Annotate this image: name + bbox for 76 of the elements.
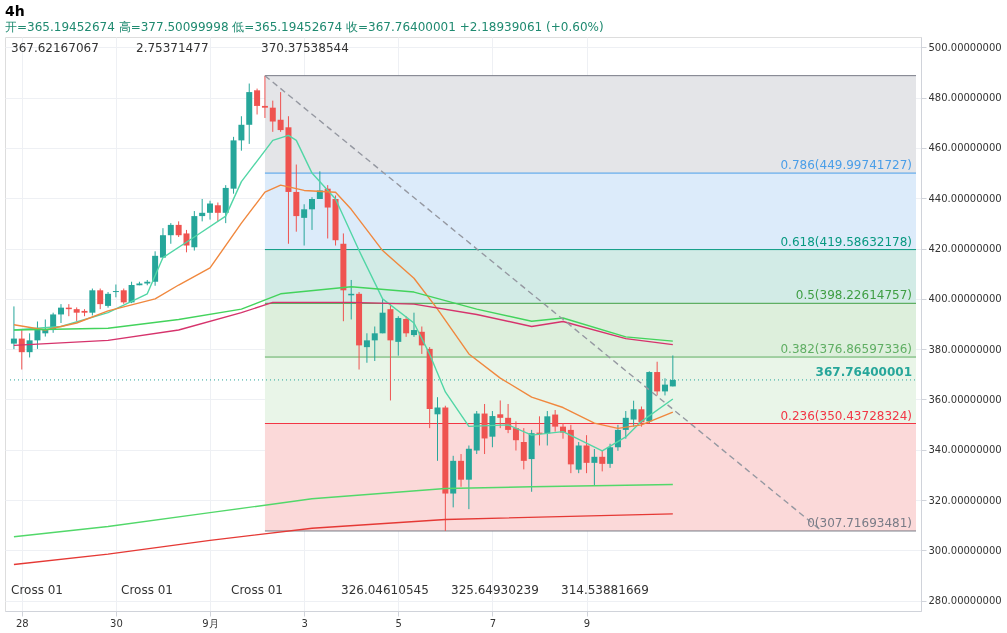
x-tick-label: 30 bbox=[110, 617, 123, 629]
annotation: 2.75371477 bbox=[136, 41, 209, 55]
annotation: Cross 01 bbox=[231, 583, 283, 597]
candlestick bbox=[10, 305, 17, 350]
candlestick bbox=[630, 400, 637, 428]
candlestick bbox=[591, 448, 598, 486]
candlestick bbox=[363, 332, 370, 364]
y-tick-label: 460.00000000 bbox=[928, 142, 1002, 154]
y-tick-label: 380.00000000 bbox=[928, 343, 1002, 355]
ref-line-label: 0.618(419.58632178) bbox=[780, 234, 912, 249]
candlestick bbox=[159, 227, 166, 259]
annotation: 367.62167067 bbox=[11, 41, 99, 55]
y-tick-label: 300.00000000 bbox=[928, 544, 1002, 556]
x-tick-label: 5 bbox=[395, 617, 402, 629]
candlestick bbox=[458, 453, 465, 488]
candlestick bbox=[89, 288, 96, 316]
ref-line-label: 0.382(376.86597336) bbox=[780, 342, 912, 357]
y-tick-label: 340.00000000 bbox=[928, 444, 1002, 456]
candlestick bbox=[199, 198, 206, 222]
candlestick bbox=[654, 361, 661, 396]
y-tick-label: 280.00000000 bbox=[928, 595, 1002, 607]
candlestick bbox=[379, 298, 386, 334]
y-tick-label: 440.00000000 bbox=[928, 192, 1002, 204]
candlestick bbox=[26, 332, 33, 358]
y-tick-label: 400.00000000 bbox=[928, 293, 1002, 305]
candlestick bbox=[638, 406, 645, 428]
ref-line-label: 0.236(350.43728324) bbox=[780, 408, 912, 423]
candlestick bbox=[489, 410, 496, 448]
candlestick bbox=[309, 196, 315, 231]
candlestick bbox=[395, 315, 402, 357]
annotation: 325.64930239 bbox=[451, 583, 539, 597]
candlestick bbox=[128, 281, 135, 304]
candlestick bbox=[371, 326, 378, 362]
candlestick bbox=[207, 200, 214, 221]
ref-line-label: 367.76400001 bbox=[815, 364, 912, 379]
y-tick-label: 420.00000000 bbox=[928, 243, 1002, 255]
x-tick-label: 7 bbox=[489, 617, 497, 629]
candlestick bbox=[254, 88, 261, 115]
annotation: Cross 01 bbox=[121, 583, 173, 597]
candlestick bbox=[316, 170, 323, 200]
x-tick-label: 3 bbox=[301, 617, 308, 629]
candlestick bbox=[410, 312, 417, 338]
ref-line-label: 0.5(398.22614757) bbox=[795, 288, 912, 303]
candlestick bbox=[403, 315, 410, 338]
candlestick bbox=[97, 288, 104, 310]
candlestick bbox=[238, 115, 245, 152]
candlestick bbox=[607, 443, 614, 469]
ref-line-label: 0.786(449.99741727) bbox=[780, 158, 912, 173]
candlestick bbox=[583, 434, 590, 474]
annotation: 370.37538544 bbox=[261, 41, 349, 55]
x-tick-label: 9月 bbox=[202, 617, 219, 629]
candlestick bbox=[269, 100, 276, 133]
y-tick-label: 360.00000000 bbox=[928, 393, 1002, 405]
candlestick bbox=[552, 409, 559, 433]
x-tick-label: 28 bbox=[15, 617, 29, 629]
candlestick bbox=[497, 399, 504, 429]
candlestick bbox=[544, 410, 551, 446]
y-tick-label: 480.00000000 bbox=[928, 92, 1002, 104]
candlestick bbox=[520, 427, 527, 470]
x-tick-label: 9 bbox=[583, 617, 591, 629]
candlestick bbox=[301, 203, 308, 247]
candlestick bbox=[512, 420, 519, 452]
annotation: 326.04610545 bbox=[341, 583, 429, 597]
candlestick bbox=[34, 320, 41, 350]
chart-title: 4h bbox=[5, 3, 25, 19]
chart-subtitle: 开=365.19452674 高=377.50099998 低=365.19452674 收=367.76400001 +2.18939061 (+0.60%) bbox=[5, 20, 604, 34]
annotation: Cross 01 bbox=[11, 583, 63, 597]
candlestick bbox=[214, 202, 221, 222]
ref-line-label: 0(307.71693481) bbox=[807, 515, 912, 530]
candlestick bbox=[599, 450, 606, 472]
candlestick bbox=[112, 284, 119, 298]
candlestick bbox=[261, 75, 268, 119]
y-tick-label: 320.00000000 bbox=[928, 494, 1002, 506]
candlestick bbox=[167, 222, 174, 245]
y-tick-label: 500.00000000 bbox=[928, 41, 1002, 53]
annotation: 314.53881669 bbox=[561, 583, 649, 597]
